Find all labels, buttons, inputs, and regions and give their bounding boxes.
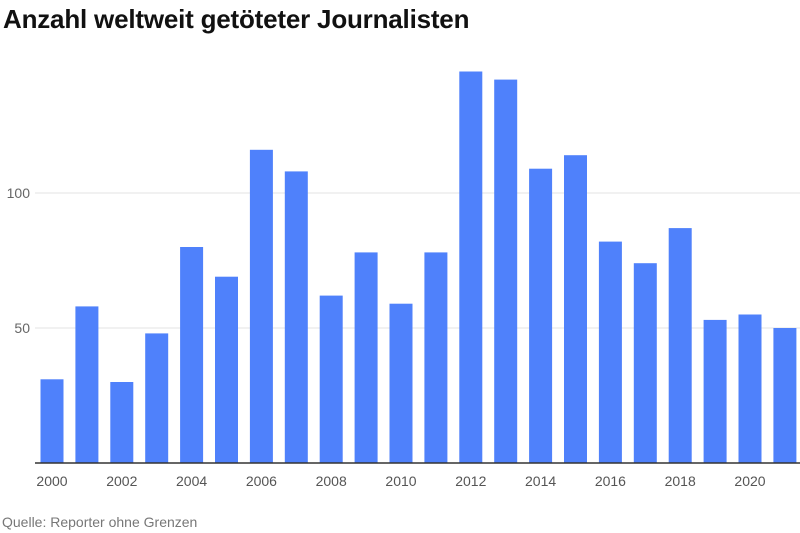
- bar-2021: [773, 328, 797, 463]
- x-tick-label: 2016: [595, 473, 626, 489]
- x-tick-label: 2008: [316, 473, 347, 489]
- y-tick-label: 50: [14, 320, 30, 336]
- bar-2012: [459, 71, 483, 463]
- bar-2019: [703, 319, 727, 463]
- x-tick-label: 2004: [176, 473, 207, 489]
- bar-2005: [215, 276, 238, 463]
- y-tick-labels: 50 100: [7, 185, 31, 336]
- bar-2000: [40, 379, 64, 463]
- bar-2016: [598, 241, 622, 463]
- bar-2002: [110, 382, 134, 463]
- bar-2013: [494, 79, 518, 463]
- bar-2007: [284, 171, 308, 463]
- source-note: Quelle: Reporter ohne Grenzen: [2, 514, 198, 530]
- bar-2008: [319, 295, 343, 463]
- bars: [40, 71, 797, 464]
- x-tick-label: 2012: [455, 473, 486, 489]
- bar-2014: [529, 168, 553, 463]
- x-tick-label: 2014: [525, 473, 556, 489]
- bar-2009: [354, 252, 378, 463]
- x-tick-label: 2010: [385, 473, 416, 489]
- bar-2001: [75, 306, 99, 463]
- chart-title: Anzahl weltweit getöteter Journalisten: [3, 4, 470, 34]
- x-tick-label: 2000: [36, 473, 67, 489]
- bar-2010: [389, 303, 413, 463]
- x-tick-labels: 2000 2002 2004 2006 2008 2010 2012 2014 2016 2018…: [36, 473, 765, 489]
- bar-2018: [668, 228, 692, 463]
- x-tick-label: 2002: [106, 473, 137, 489]
- bar-2020: [738, 314, 762, 463]
- x-tick-label: 2020: [734, 473, 765, 489]
- x-tick-label: 2018: [665, 473, 696, 489]
- bar-2006: [249, 149, 273, 464]
- bar-2011: [424, 252, 448, 463]
- y-tick-label: 100: [7, 185, 31, 201]
- bar-2003: [145, 333, 169, 463]
- bar-2017: [633, 263, 657, 463]
- bar-2004: [180, 247, 204, 463]
- x-tick-label: 2006: [246, 473, 277, 489]
- bar-2015: [564, 155, 587, 463]
